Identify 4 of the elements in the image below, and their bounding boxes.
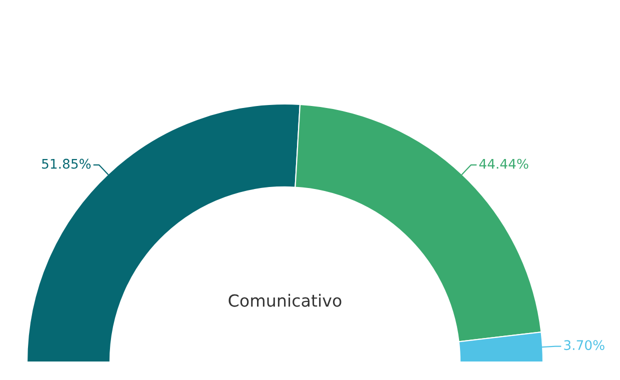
- data-label: 3.70%: [564, 340, 604, 350]
- text: Comunicativo: [228, 294, 342, 307]
- data-label: 44.44%: [479, 158, 528, 169]
- data-label: 51.85%: [42, 158, 91, 169]
